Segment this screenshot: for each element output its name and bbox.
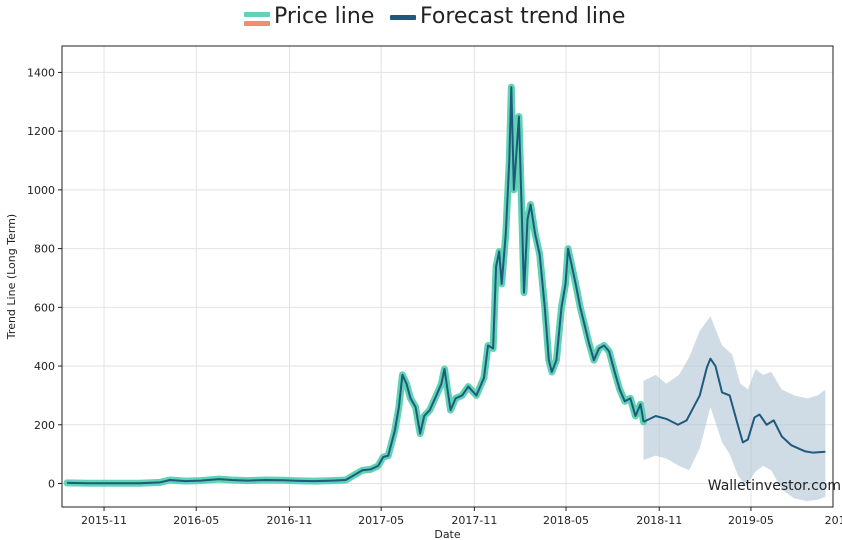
- x-tick-label: 2015-11: [81, 514, 127, 527]
- y-axis-title: Trend Line (Long Term): [5, 214, 18, 340]
- x-tick-label: 2018-11: [636, 514, 682, 527]
- x-axis-title: Date: [434, 528, 461, 540]
- legend: Price line Forecast trend line: [0, 0, 842, 34]
- y-tick-label: 600: [34, 301, 55, 314]
- legend-price-label: Price line: [274, 4, 375, 29]
- price-inner-line: [67, 86, 645, 485]
- price-alt-swatch-icon: [244, 21, 270, 26]
- x-axis-ticks: 2015-11 2016-05 2016-11 2017-05 2017-11 2018-…: [81, 507, 842, 527]
- y-tick-label: 1400: [27, 66, 55, 79]
- legend-forecast-label: Forecast trend line: [420, 4, 626, 29]
- x-tick-label: 2017-11: [451, 514, 497, 527]
- y-tick-label: 1200: [27, 125, 55, 138]
- x-tick-label: 2016-11: [266, 514, 312, 527]
- forecast-confidence-band: [643, 316, 826, 502]
- x-tick-label: 2016-05: [173, 514, 219, 527]
- plot-frame: [61, 45, 834, 508]
- y-tick-label: 1000: [27, 184, 55, 197]
- price-line: [63, 83, 648, 487]
- forecast-trend-line: [643, 357, 826, 454]
- series-lines: [63, 83, 826, 487]
- y-tick-label: 0: [48, 478, 55, 491]
- x-tick-label: 2018-05: [543, 514, 589, 527]
- x-tick-label: 2017-05: [358, 514, 404, 527]
- x-tick-label: 2019-1: [825, 514, 842, 527]
- x-tick-label: 2019-05: [728, 514, 774, 527]
- y-tick-label: 400: [34, 360, 55, 373]
- price-swatch-icon: [244, 12, 270, 17]
- forecast-band: [643, 316, 826, 502]
- y-tick-label: 200: [34, 419, 55, 432]
- forecast-swatch-icon: [390, 15, 416, 20]
- y-tick-label: 800: [34, 243, 55, 256]
- y-axis-ticks: 0 200 400 600 800 1000 1200 1400: [27, 66, 62, 491]
- watermark: Walletinvestor.com: [708, 478, 841, 494]
